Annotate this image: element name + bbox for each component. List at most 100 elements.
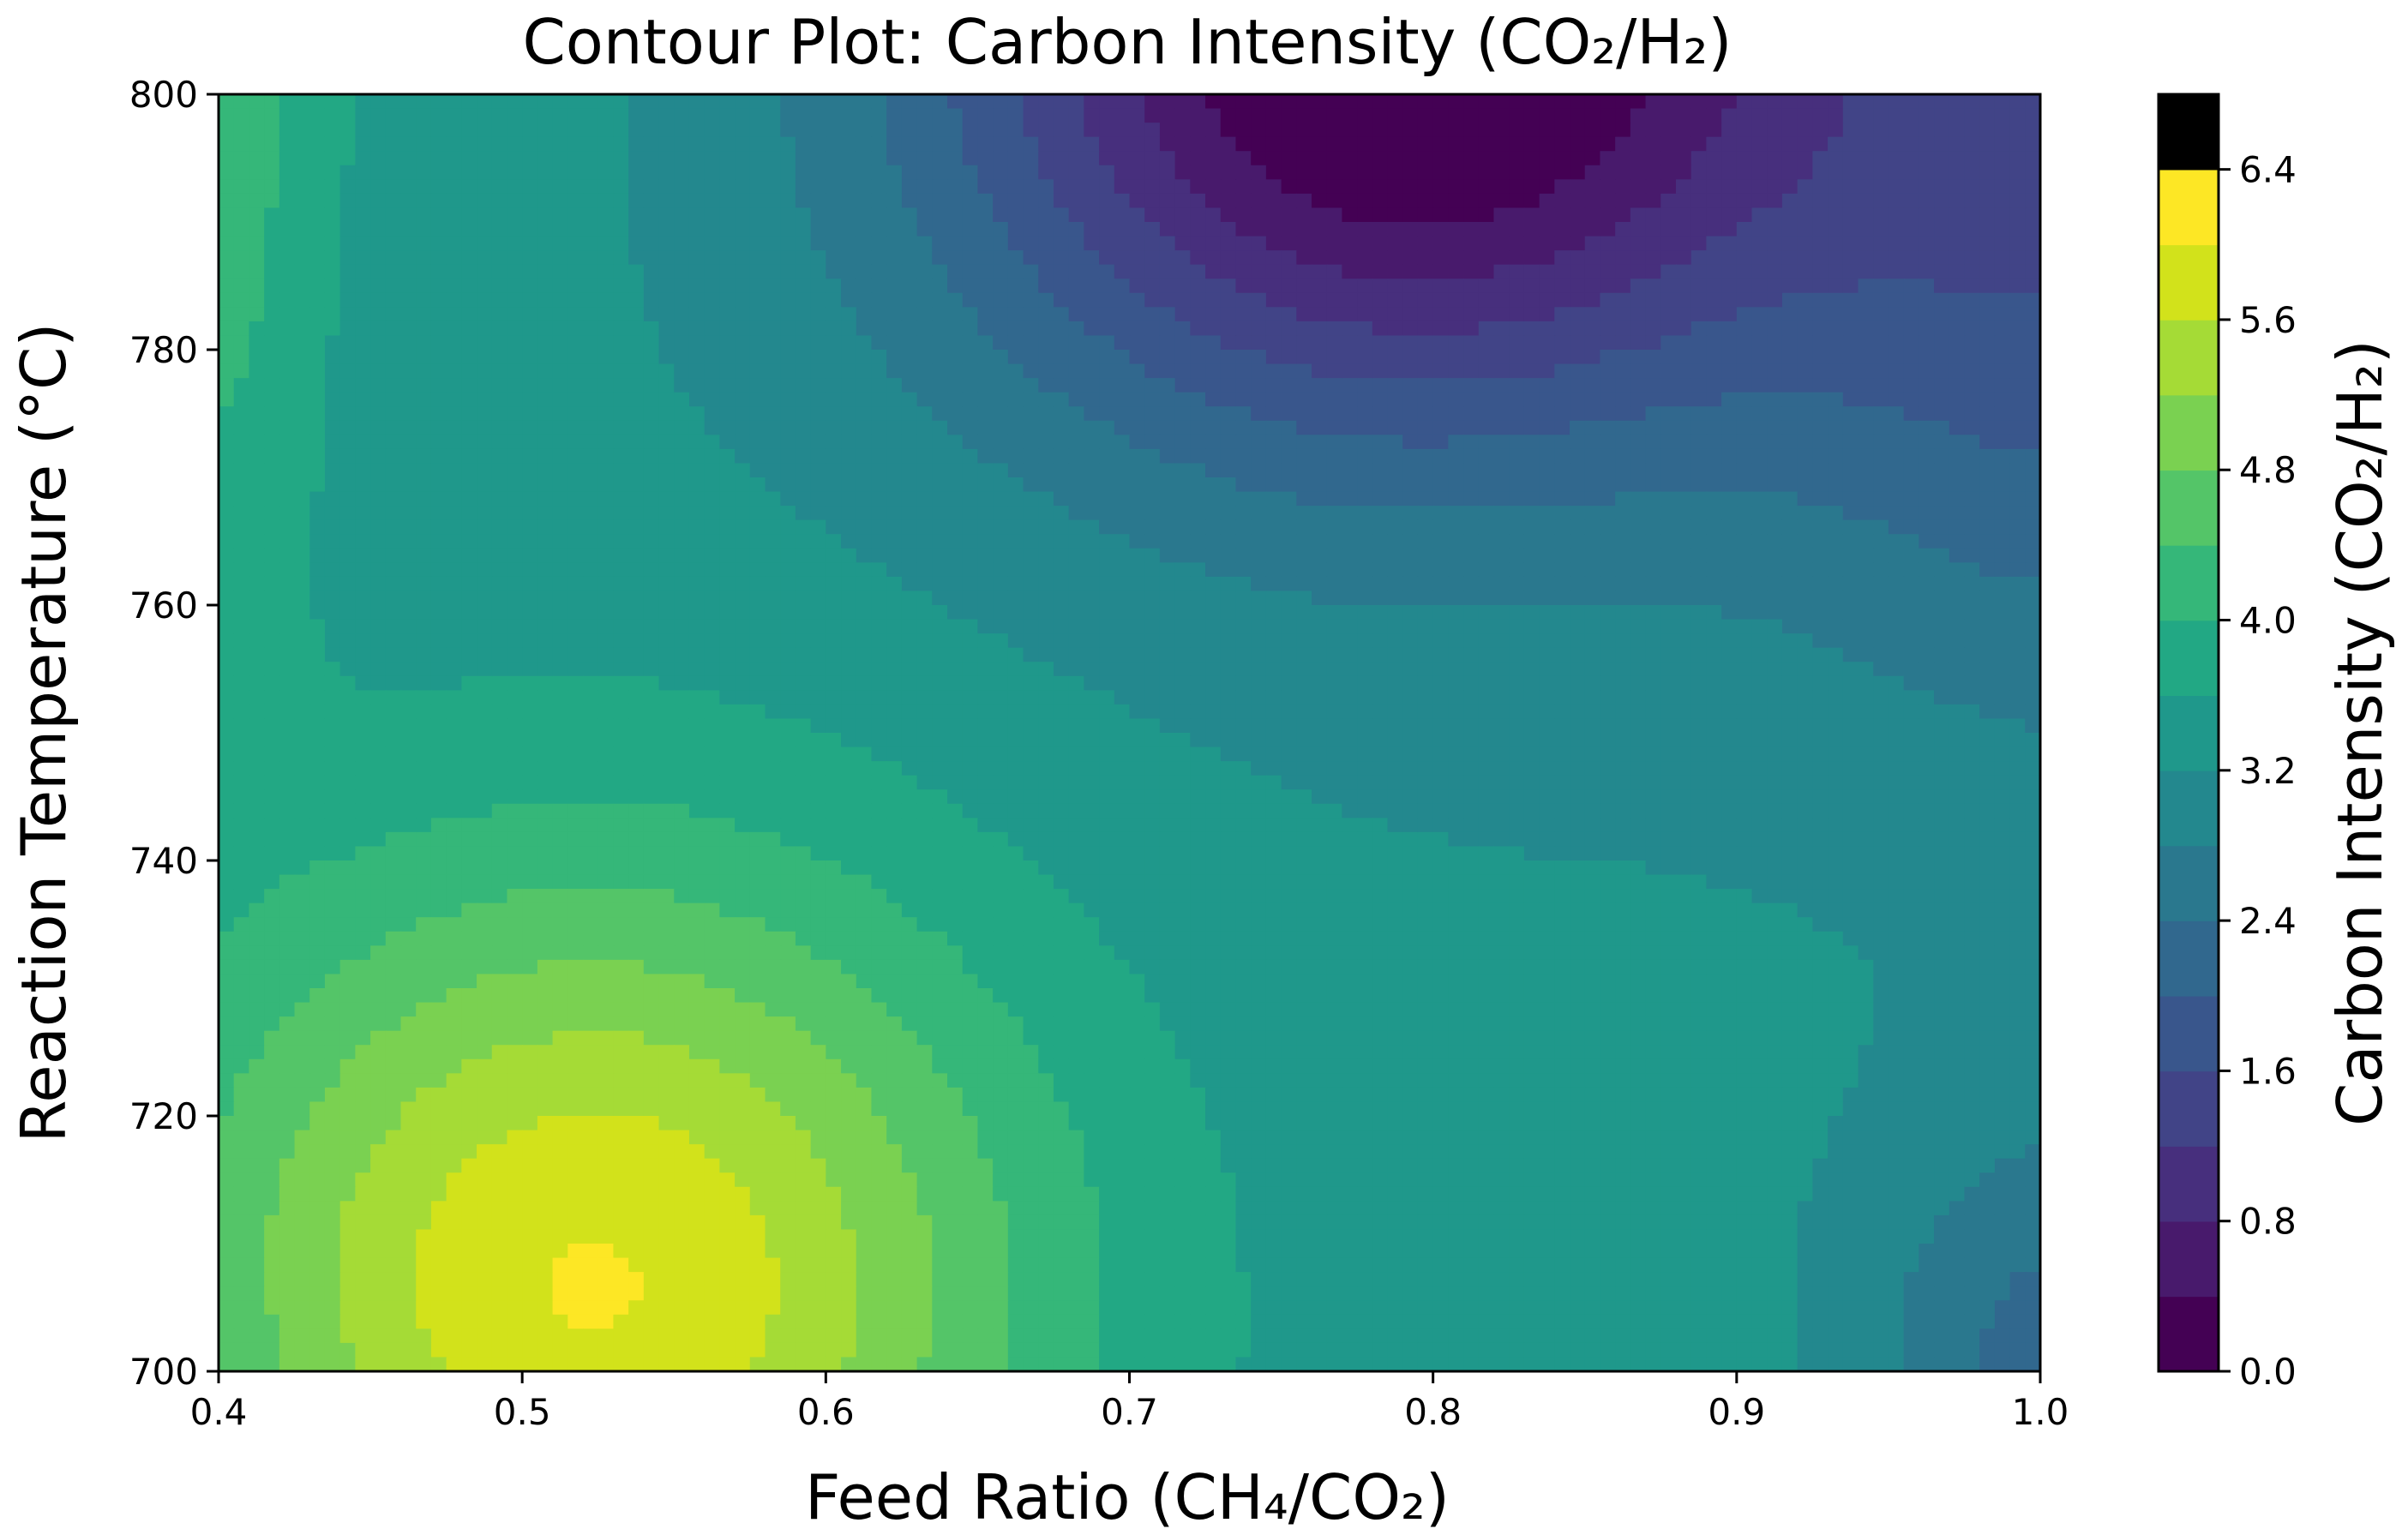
contour-cell <box>916 236 934 251</box>
contour-cell <box>461 619 477 634</box>
contour-cell <box>1174 207 1192 223</box>
contour-cell <box>400 136 417 153</box>
contour-cell <box>1084 633 1100 649</box>
contour-cell <box>1979 619 1996 634</box>
contour-cell <box>1432 647 1450 663</box>
contour-cell <box>1023 123 1040 138</box>
contour-cell <box>1645 123 1662 138</box>
contour-cell <box>1903 250 1920 266</box>
contour-cell <box>674 363 690 379</box>
contour-cell <box>1281 519 1298 536</box>
contour-cell <box>1554 165 1570 181</box>
contour-cell <box>1342 179 1358 195</box>
contour-cell <box>780 179 796 195</box>
contour-cell <box>355 151 371 166</box>
contour-cell <box>1554 193 1570 209</box>
contour-cell <box>1053 264 1070 280</box>
contour-cell <box>355 491 371 507</box>
contour-cell <box>507 392 523 408</box>
contour-cell <box>1342 264 1358 280</box>
contour-cell <box>219 435 235 450</box>
contour-cell <box>1265 448 1282 465</box>
contour-cell <box>1432 179 1450 195</box>
contour-cell <box>1296 392 1312 408</box>
contour-cell <box>1858 519 1875 536</box>
contour-cell <box>1979 477 1996 493</box>
contour-cell <box>735 647 751 663</box>
contour-cell <box>841 519 857 536</box>
contour-cell <box>1007 448 1024 465</box>
contour-cell <box>1478 165 1495 181</box>
contour-cell <box>294 406 311 422</box>
contour-cell <box>1570 321 1586 337</box>
contour-cell <box>1615 363 1631 379</box>
contour-cell <box>1676 292 1692 309</box>
contour-cell <box>932 151 948 166</box>
contour-cell <box>1448 136 1464 153</box>
contour-cell <box>522 534 538 549</box>
contour-cell <box>537 108 554 123</box>
contour-cell <box>416 151 432 166</box>
contour-cell <box>461 207 477 223</box>
contour-cell <box>1357 222 1373 237</box>
contour-cell <box>613 363 629 379</box>
contour-cell <box>219 420 235 436</box>
contour-cell <box>856 675 873 692</box>
contour-cell <box>780 506 796 521</box>
contour-cell <box>1159 591 1176 606</box>
contour-cell <box>688 363 706 379</box>
contour-cell <box>324 548 341 564</box>
contour-cell <box>233 534 250 549</box>
contour-cell <box>1326 236 1343 251</box>
contour-cell <box>1281 647 1298 663</box>
contour-cell <box>719 264 736 280</box>
contour-cell <box>1903 605 1920 621</box>
contour-cell <box>643 321 660 337</box>
contour-cell <box>1934 506 1950 521</box>
contour-cell <box>1964 151 1980 166</box>
contour-cell <box>765 207 782 223</box>
contour-cell <box>886 477 903 493</box>
contour-cell <box>416 136 432 153</box>
contour-cell <box>1690 350 1708 365</box>
contour-cell <box>264 165 280 181</box>
contour-cell <box>735 151 751 166</box>
contour-cell <box>916 307 934 322</box>
contour-cell <box>765 576 782 592</box>
contour-cell <box>947 94 964 110</box>
contour-cell <box>810 236 827 251</box>
contour-cell <box>355 94 371 110</box>
contour-cell <box>1584 123 1601 138</box>
contour-cell <box>1979 292 1996 309</box>
contour-cell <box>370 236 387 251</box>
contour-cell <box>1357 108 1373 123</box>
contour-cell <box>1964 619 1980 634</box>
contour-cell <box>370 519 387 536</box>
contour-cell <box>2025 123 2041 138</box>
contour-cell <box>309 108 326 123</box>
contour-cell <box>1463 633 1480 649</box>
contour-cell <box>1129 378 1146 393</box>
contour-cell <box>583 633 599 649</box>
contour-cell <box>1903 179 1920 195</box>
contour-cell <box>962 151 979 166</box>
contour-cell <box>962 108 979 123</box>
contour-cell <box>1205 222 1222 237</box>
contour-cell <box>1099 562 1115 578</box>
contour-cell <box>249 264 265 280</box>
contour-cell <box>1509 108 1525 123</box>
contour-cell <box>688 123 706 138</box>
contour-cell <box>977 94 994 110</box>
contour-cell <box>1979 264 1996 280</box>
contour-cell <box>1099 420 1115 436</box>
contour-cell <box>795 378 812 393</box>
contour-cell <box>416 250 432 266</box>
contour-cell <box>1979 250 1996 266</box>
contour-cell <box>1554 605 1570 621</box>
contour-cell <box>324 151 341 166</box>
contour-cell <box>1007 292 1024 309</box>
contour-cell <box>1372 179 1389 195</box>
contour-cell <box>1402 519 1419 536</box>
contour-cell <box>355 463 371 478</box>
contour-cell <box>735 576 751 592</box>
